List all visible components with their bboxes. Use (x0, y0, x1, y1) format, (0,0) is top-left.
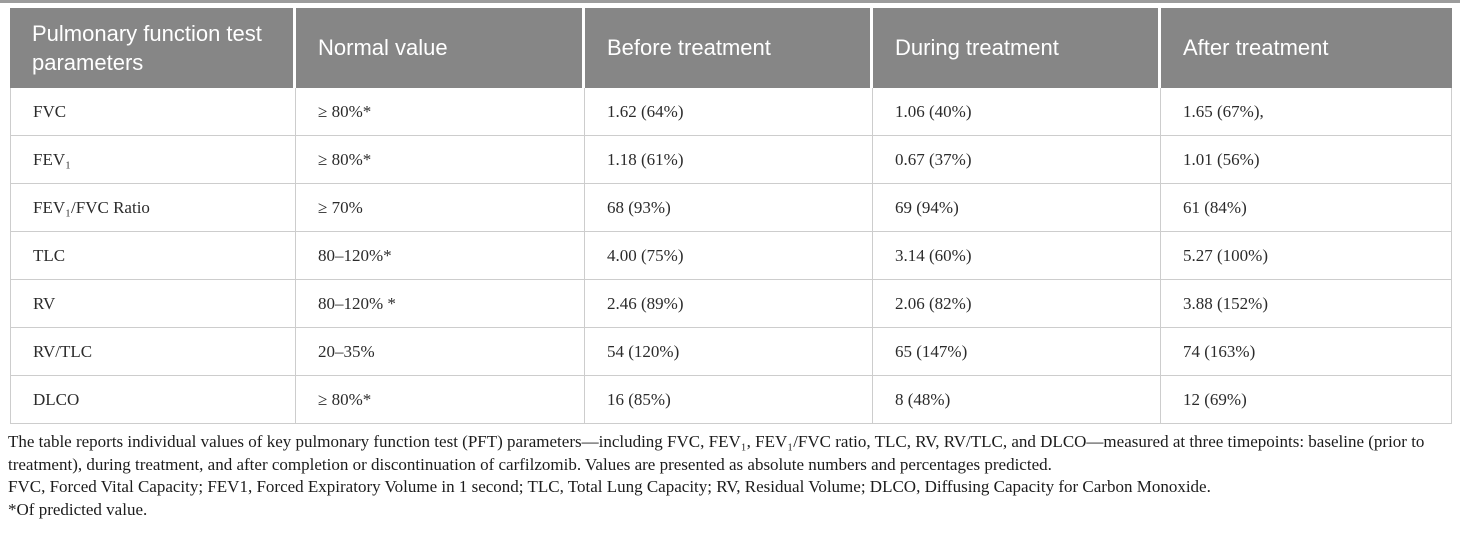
cell-during: 65 (147%) (873, 328, 1161, 376)
footnote-abbreviations: FVC, Forced Vital Capacity; FEV1, Forced… (8, 477, 1211, 496)
cell-after: 74 (163%) (1161, 328, 1452, 376)
cell-normal: ≥ 70% (296, 184, 585, 232)
cell-normal: 80–120% * (296, 280, 585, 328)
cell-normal: 80–120%* (296, 232, 585, 280)
table-header: Pulmonary function test parameters Norma… (10, 8, 1452, 88)
pft-table: Pulmonary function test parameters Norma… (10, 8, 1452, 424)
footnote-description: The table reports individual values of k… (8, 432, 1425, 474)
cell-after: 61 (84%) (1161, 184, 1452, 232)
cell-parameter: TLC (10, 232, 296, 280)
cell-normal: ≥ 80%* (296, 376, 585, 424)
cell-after: 3.88 (152%) (1161, 280, 1452, 328)
column-header-after-treatment: After treatment (1161, 8, 1452, 88)
column-header-during-treatment: During treatment (873, 8, 1161, 88)
cell-before: 4.00 (75%) (585, 232, 873, 280)
header-row: Pulmonary function test parameters Norma… (10, 8, 1452, 88)
cell-after: 1.65 (67%), (1161, 88, 1452, 136)
table-row: DLCO ≥ 80%* 16 (85%) 8 (48%) 12 (69%) (10, 376, 1452, 424)
table-row: TLC 80–120%* 4.00 (75%) 3.14 (60%) 5.27 (100… (10, 232, 1452, 280)
cell-after: 12 (69%) (1161, 376, 1452, 424)
cell-parameter: RV/TLC (10, 328, 296, 376)
cell-parameter: FVC (10, 88, 296, 136)
cell-normal: 20–35% (296, 328, 585, 376)
cell-parameter: RV (10, 280, 296, 328)
table-row: RV 80–120% * 2.46 (89%) 2.06 (82%) 3.88 (152… (10, 280, 1452, 328)
cell-parameter: FEV₁/FVC Ratio (10, 184, 296, 232)
cell-parameter: DLCO (10, 376, 296, 424)
cell-before: 16 (85%) (585, 376, 873, 424)
table-row: FEV₁ ≥ 80%* 1.18 (61%) 0.67 (37%) 1.01 (56%) (10, 136, 1452, 184)
cell-before: 1.18 (61%) (585, 136, 873, 184)
cell-parameter: FEV₁ (10, 136, 296, 184)
cell-during: 69 (94%) (873, 184, 1161, 232)
cell-during: 2.06 (82%) (873, 280, 1161, 328)
table-row: FVC ≥ 80%* 1.62 (64%) 1.06 (40%) 1.65 (67%), (10, 88, 1452, 136)
cell-normal: ≥ 80%* (296, 88, 585, 136)
cell-before: 68 (93%) (585, 184, 873, 232)
cell-during: 8 (48%) (873, 376, 1161, 424)
cell-during: 0.67 (37%) (873, 136, 1161, 184)
table-body: FVC ≥ 80%* 1.62 (64%) 1.06 (40%) 1.65 (67%),… (10, 88, 1452, 424)
cell-normal: ≥ 80%* (296, 136, 585, 184)
table-top-rule (0, 0, 1460, 3)
table-footnotes: The table reports individual values of k… (8, 431, 1454, 521)
cell-during: 3.14 (60%) (873, 232, 1161, 280)
table-row: FEV₁/FVC Ratio ≥ 70% 68 (93%) 69 (94%) 61 (8… (10, 184, 1452, 232)
cell-during: 1.06 (40%) (873, 88, 1161, 136)
cell-before: 54 (120%) (585, 328, 873, 376)
column-header-normal-value: Normal value (296, 8, 585, 88)
cell-after: 1.01 (56%) (1161, 136, 1452, 184)
cell-after: 5.27 (100%) (1161, 232, 1452, 280)
table-row: RV/TLC 20–35% 54 (120%) 65 (147%) 74 (163%) (10, 328, 1452, 376)
cell-before: 2.46 (89%) (585, 280, 873, 328)
column-header-parameters: Pulmonary function test parameters (10, 8, 296, 88)
cell-before: 1.62 (64%) (585, 88, 873, 136)
column-header-before-treatment: Before treatment (585, 8, 873, 88)
footnote-asterisk: *Of predicted value. (8, 499, 148, 519)
